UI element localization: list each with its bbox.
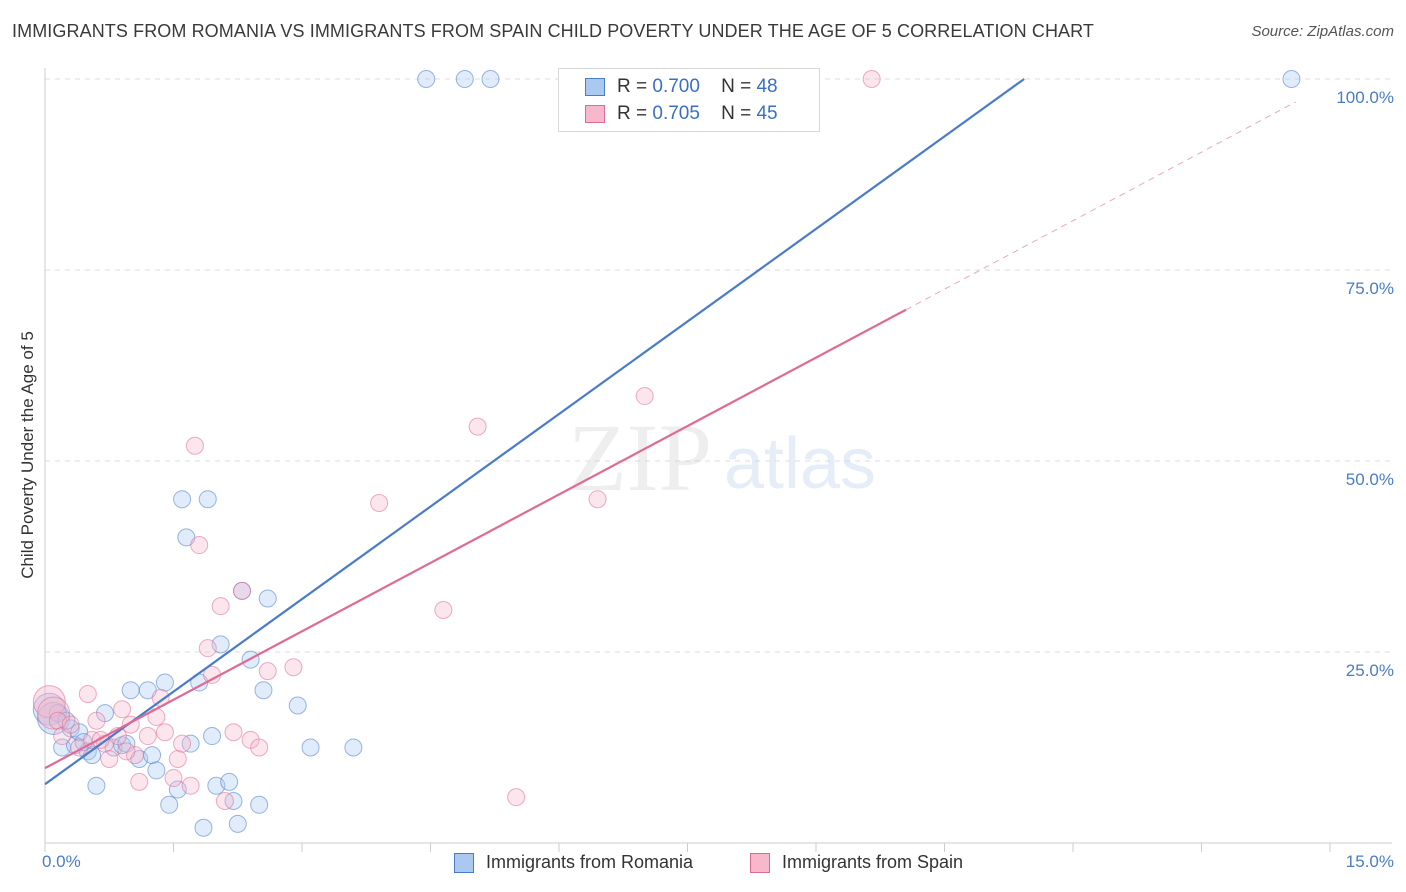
spain-point-22	[173, 734, 192, 753]
y-tick-100: 100.0%	[1336, 88, 1394, 107]
correlation-legend: R = 0.700 N = 48 R = 0.705 N = 45	[558, 68, 820, 132]
spain-point-34	[258, 662, 277, 681]
romania-point-32	[228, 814, 247, 833]
spain-point-8	[87, 711, 106, 730]
series-label-spain: Immigrants from Spain	[782, 852, 964, 872]
romania-point-39	[301, 738, 320, 757]
romania-point-25	[194, 818, 213, 837]
spain-point-31	[233, 581, 252, 600]
legend-spain-n-value: 45	[756, 103, 778, 124]
romania-point-37	[258, 589, 277, 608]
romania-point-19	[160, 795, 179, 814]
legend-swatch-spain	[585, 105, 605, 123]
romania-point-40	[344, 738, 363, 757]
spain-point-26	[198, 639, 217, 658]
y-tick-25: 25.0%	[1345, 661, 1394, 680]
source-credit: Source: ZipAtlas.com	[1251, 23, 1394, 40]
series-label-romania: Immigrants from Romania	[486, 852, 694, 872]
axes	[44, 68, 1392, 852]
series-legend: Immigrants from Romania Immigrants from …	[0, 852, 1406, 878]
romania-point-17	[147, 761, 166, 780]
spain-point-14	[125, 746, 144, 765]
legend-romania-n-value: 48	[756, 76, 778, 97]
romania-point-43	[481, 70, 500, 88]
spain-point-21	[168, 749, 187, 768]
legend-spain-r-value: 0.705	[652, 103, 700, 124]
y-tick-50: 50.0%	[1345, 470, 1394, 489]
spain-point-42	[862, 70, 881, 88]
spain-points	[32, 70, 881, 810]
spain-point-15	[130, 772, 149, 791]
romania-point-16	[143, 746, 162, 765]
y-tick-75: 75.0%	[1345, 279, 1394, 298]
romania-point-41	[417, 70, 436, 88]
series-swatch-romania	[454, 852, 474, 873]
spain-point-44	[117, 742, 136, 761]
spain-point-6	[78, 685, 97, 704]
spain-point-23	[181, 776, 200, 795]
trend-lines	[44, 78, 1296, 786]
spain-point-35	[284, 658, 303, 677]
watermark-atlas: atlas	[724, 424, 876, 504]
legend-romania-r-label: R =	[617, 76, 648, 97]
legend-romania-n-label: N =	[721, 76, 752, 97]
spain-point-41	[635, 387, 654, 406]
spain-point-38	[468, 417, 487, 436]
chart-title: IMMIGRANTS FROM ROMANIA VS IMMIGRANTS FR…	[12, 21, 1095, 41]
spain-point-4	[61, 715, 80, 734]
romania-point-18	[155, 673, 174, 692]
spain-point-33	[250, 738, 269, 757]
series-swatch-spain	[750, 852, 770, 873]
legend-row-spain: R = 0.705 N = 45	[585, 102, 778, 126]
x-tick-min: 0.0%	[42, 852, 81, 871]
spain-point-16	[138, 727, 157, 746]
legend-spain-n-label: N =	[721, 103, 752, 124]
spain-point-36	[370, 494, 389, 513]
spain-point-39	[507, 788, 526, 807]
spain-trend-line	[44, 308, 907, 770]
watermark: ZIP atlas	[568, 404, 876, 511]
spain-point-12	[113, 700, 132, 719]
romania-point-38	[288, 696, 307, 715]
romania-point-27	[203, 727, 222, 746]
gridlines	[45, 78, 1392, 653]
spain-point-24	[185, 436, 204, 455]
legend-spain-r-label: R =	[617, 103, 648, 124]
romania-point-26	[198, 490, 217, 509]
spain-point-30	[224, 723, 243, 742]
legend-romania-r-value: 0.700	[652, 76, 700, 97]
romania-point-30	[220, 772, 239, 791]
romania-point-13	[121, 681, 140, 700]
spain-point-28	[211, 597, 230, 616]
spain-point-10	[100, 749, 119, 768]
series-legend-spain: Immigrants from Spain	[750, 852, 963, 873]
romania-trend-line	[44, 78, 1025, 786]
spain-point-25	[190, 536, 209, 555]
spain-point-37	[434, 600, 453, 619]
spain-trend-extension	[905, 101, 1296, 311]
romania-point-36	[254, 681, 273, 700]
legend-swatch-romania	[585, 78, 605, 96]
watermark-zip: ZIP	[568, 404, 712, 511]
spain-point-19	[155, 723, 174, 742]
romania-point-42	[455, 70, 474, 88]
romania-point-21	[173, 490, 192, 509]
romania-point-35	[250, 795, 269, 814]
series-legend-romania: Immigrants from Romania	[454, 852, 693, 873]
spain-point-20	[164, 769, 183, 788]
spain-point-29	[215, 791, 234, 810]
legend-row-romania: R = 0.700 N = 48	[585, 75, 778, 99]
x-tick-max: 15.0%	[1345, 852, 1394, 871]
romania-point-44	[1282, 70, 1301, 88]
spain-point-40	[588, 490, 607, 509]
romania-point-9	[87, 776, 106, 795]
